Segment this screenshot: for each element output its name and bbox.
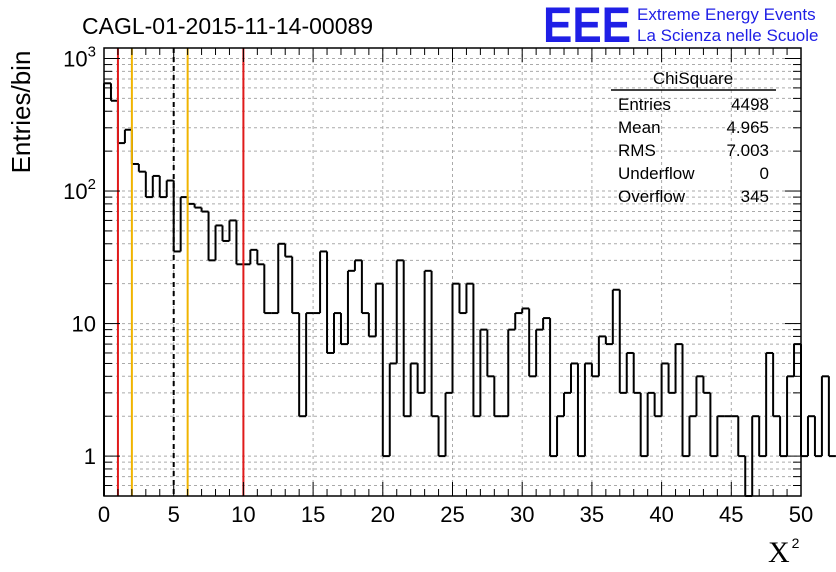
- stats-label-overflow: Overflow: [618, 187, 686, 206]
- stats-label-rms: RMS: [618, 141, 656, 160]
- x-tick-label: 35: [580, 502, 604, 527]
- y-tick-label: 103: [63, 43, 96, 71]
- stats-value-overflow: 345: [741, 187, 769, 206]
- stats-value-entries: 4498: [731, 95, 769, 114]
- chart-title: CAGL-01-2015-11-14-00089: [82, 13, 373, 39]
- x-tick-label: 40: [649, 502, 673, 527]
- stats-label-underflow: Underflow: [618, 164, 695, 183]
- y-tick-label: 10: [72, 312, 96, 337]
- logo-line-1: Extreme Energy Events: [637, 5, 816, 24]
- threshold-lines: [116, 48, 245, 496]
- x-tick-label: 25: [440, 502, 464, 527]
- y-tick-label: 1: [84, 444, 96, 469]
- y-axis-title: Entries/bin: [6, 51, 36, 174]
- y-tick-label: 102: [63, 176, 96, 204]
- x-tick-label: 10: [231, 502, 255, 527]
- x-tick-label: 5: [168, 502, 180, 527]
- x-tick-label: 0: [98, 502, 110, 527]
- x-tick-label: 45: [719, 502, 743, 527]
- axes: 0 5 10 15 20 25 30 35 40 45 50 1 10 102 103: [63, 43, 813, 527]
- stats-value-rms: 7.003: [726, 141, 769, 160]
- x-tick-label: 20: [371, 502, 395, 527]
- stats-title: ChiSquare: [653, 69, 733, 88]
- stats-label-entries: Entries: [618, 95, 671, 114]
- stats-value-underflow: 0: [760, 164, 769, 183]
- logo-line-2: La Scienza nelle Scuole: [637, 26, 818, 45]
- x-tick-label: 30: [510, 502, 534, 527]
- eee-logo: EEE: [543, 0, 631, 53]
- stats-box: ChiSquare Entries 4498 Mean 4.965 RMS 7.…: [611, 69, 776, 206]
- stats-value-mean: 4.965: [726, 118, 769, 137]
- x-tick-label: 50: [789, 502, 813, 527]
- stats-label-mean: Mean: [618, 118, 661, 137]
- x-tick-label: 15: [301, 502, 325, 527]
- grid-lines: [104, 48, 801, 496]
